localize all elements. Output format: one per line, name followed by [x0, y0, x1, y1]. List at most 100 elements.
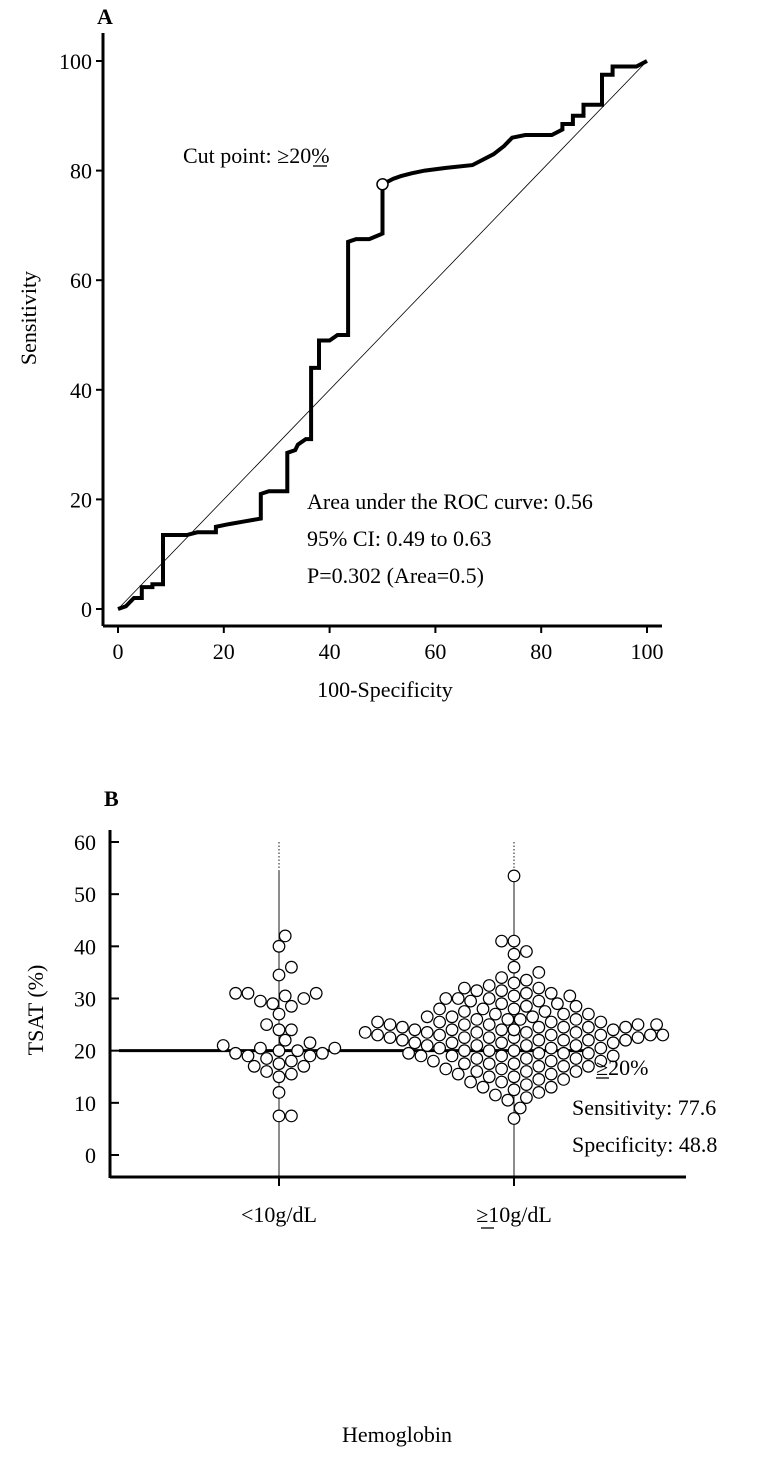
data-point-1-94 [544, 1015, 558, 1029]
data-point-1-99 [501, 1013, 515, 1026]
data-point-1-124 [520, 986, 533, 1000]
data-point-1-102 [526, 1010, 539, 1024]
data-point-1-118 [464, 994, 478, 1008]
data-point-1-12 [532, 1072, 546, 1086]
data-point-0-36 [272, 939, 286, 953]
data-point-0-33 [229, 986, 243, 1000]
data-point-1-128 [532, 981, 546, 995]
y-tick-label-60: 60 [70, 268, 92, 293]
data-point-1-3 [520, 1091, 533, 1104]
data-point-1-44 [482, 1044, 496, 1058]
data-point-1-53 [495, 1036, 509, 1050]
x-tick-label-20: 20 [213, 639, 235, 664]
y-tick-label-30: 30 [74, 987, 96, 1012]
data-point-1-11 [464, 1075, 478, 1089]
data-point-1-33 [470, 1052, 484, 1065]
data-point-1-139 [495, 934, 509, 948]
data-point-0-16 [291, 1044, 305, 1058]
data-point-1-46 [544, 1041, 558, 1055]
threshold-label: ≥20% [596, 1055, 648, 1080]
data-point-1-68 [433, 1028, 447, 1042]
y-tick-label-100: 100 [59, 49, 92, 74]
data-point-1-108 [538, 1005, 552, 1018]
data-point-1-137 [520, 945, 533, 958]
data-point-0-9 [285, 1054, 298, 1068]
data-point-1-59 [582, 1033, 595, 1047]
data-point-1-5 [532, 1085, 546, 1099]
data-point-1-81 [408, 1023, 422, 1037]
y-tick-label-40: 40 [74, 934, 96, 959]
data-point-1-29 [544, 1054, 558, 1068]
data-point-1-37 [414, 1049, 428, 1063]
x-tick-label-1: ≥10g/dL [476, 1202, 552, 1227]
data-point-1-50 [470, 1039, 484, 1052]
data-point-1-17 [451, 1067, 465, 1081]
data-point-0-29 [297, 992, 311, 1005]
panel-b-points [216, 869, 670, 1125]
data-point-1-110 [507, 1002, 521, 1016]
data-point-1-61 [396, 1033, 409, 1047]
data-point-1-48 [594, 1041, 608, 1055]
data-point-1-98 [513, 1013, 527, 1026]
data-point-1-55 [606, 1036, 620, 1050]
panel-b-x-axis-title: Hemoglobin [342, 1422, 452, 1447]
data-point-1-101 [569, 1013, 583, 1026]
data-point-1-135 [507, 960, 521, 974]
data-point-1-70 [644, 1028, 657, 1042]
data-point-1-127 [470, 984, 484, 998]
data-point-1-120 [451, 992, 465, 1005]
data-point-1-85 [557, 1020, 570, 1034]
data-point-0-31 [241, 986, 255, 1000]
roc-curve [117, 59, 648, 611]
data-point-1-28 [458, 1057, 471, 1071]
data-point-1-10 [495, 1075, 509, 1089]
panel-b-y-ticks: 0 10 20 30 40 50 60 [74, 830, 119, 1168]
data-point-1-113 [520, 999, 533, 1013]
data-point-1-9 [520, 1078, 533, 1091]
data-point-1-23 [532, 1059, 546, 1073]
panel-b-y-axis-title: TSAT (%) [23, 965, 48, 1056]
data-point-1-72 [656, 1028, 670, 1042]
data-point-1-140 [507, 869, 521, 883]
data-point-1-122 [507, 989, 521, 1003]
data-point-1-74 [470, 1025, 484, 1039]
data-point-1-107 [582, 1007, 595, 1021]
data-point-0-22 [272, 1023, 286, 1037]
panel-b-scatter-chart: B 0 10 20 30 40 50 60 <10g/dL ≥10g/dL ≥20% Sens… [23, 786, 717, 1447]
data-point-1-106 [557, 1007, 570, 1021]
data-point-0-12 [241, 1049, 255, 1063]
data-point-0-30 [278, 989, 292, 1003]
data-point-0-26 [285, 999, 298, 1013]
y-tick-label-20: 20 [74, 1039, 96, 1064]
data-point-1-57 [532, 1033, 546, 1047]
data-point-1-69 [594, 1028, 608, 1042]
data-point-0-24 [260, 1018, 274, 1031]
data-point-1-31 [594, 1054, 608, 1068]
data-point-1-123 [563, 989, 577, 1003]
x-tick-label-80: 80 [530, 639, 552, 664]
data-point-0-14 [229, 1046, 243, 1060]
data-point-0-20 [303, 1036, 317, 1050]
data-point-1-14 [507, 1070, 521, 1084]
panel-a-x-ticks: 0 20 40 60 80 100 [113, 626, 664, 664]
data-point-0-4 [285, 1067, 298, 1081]
data-point-1-47 [433, 1041, 447, 1055]
data-point-1-56 [408, 1036, 422, 1050]
data-point-1-45 [458, 1044, 471, 1058]
data-point-1-49 [520, 1039, 533, 1052]
panel-a-y-ticks: 0 20 40 60 80 100 [59, 49, 103, 622]
data-point-0-28 [253, 994, 267, 1008]
data-point-1-34 [569, 1052, 583, 1065]
data-point-1-104 [420, 1010, 434, 1024]
data-point-1-130 [482, 979, 496, 992]
data-point-1-63 [482, 1031, 496, 1044]
data-point-1-92 [383, 1018, 397, 1031]
data-point-1-129 [458, 981, 471, 995]
y-tick-label-20: 20 [70, 487, 92, 512]
x-tick-label-0: 0 [113, 639, 124, 664]
p-value-annotation: P=0.302 (Area=0.5) [307, 563, 484, 588]
data-point-1-66 [383, 1031, 397, 1044]
data-point-1-27 [482, 1057, 496, 1071]
data-point-1-42 [402, 1046, 416, 1060]
